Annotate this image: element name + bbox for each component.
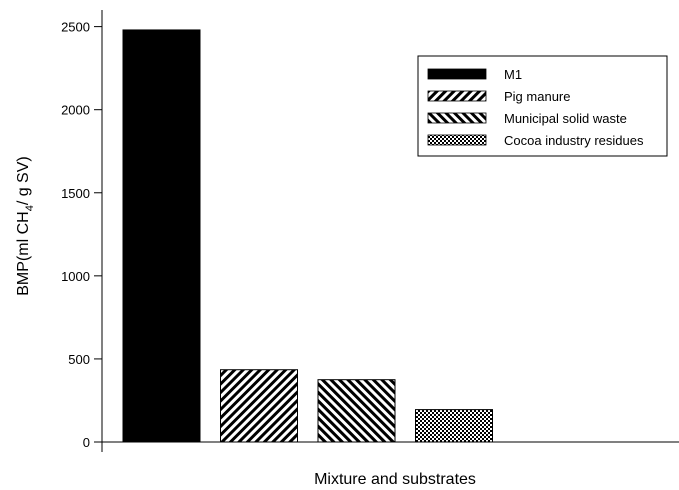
y-tick-label: 0 <box>83 435 90 450</box>
legend-swatch <box>427 90 487 102</box>
y-ticks: 0 500 1000 1500 2000 2500 <box>61 20 102 450</box>
bar-municipal-solid-waste <box>317 379 396 443</box>
legend-swatch <box>427 134 487 146</box>
legend-swatch <box>427 68 487 80</box>
y-tick-label: 1500 <box>61 186 90 201</box>
legend: M1 Pig manure Municipal solid waste Cocoa i… <box>417 55 668 157</box>
y-tick-label: 1000 <box>61 269 90 284</box>
legend-label: Pig manure <box>504 89 570 104</box>
y-axis-title-subscript: 4 <box>24 205 36 211</box>
y-tick-label: 500 <box>68 352 90 367</box>
legend-label: Cocoa industry residues <box>504 133 644 148</box>
bar-pig-manure <box>220 369 298 443</box>
x-axis-title: Mixture and substrates <box>314 471 476 488</box>
y-axis-title-tail: / g SV) <box>15 156 32 205</box>
legend-label: M1 <box>504 67 522 82</box>
bars <box>122 29 493 443</box>
y-axis-title: BMP(ml CH4/ g SV) <box>15 156 36 295</box>
legend-label: Municipal solid waste <box>504 111 627 126</box>
y-tick-label: 2000 <box>61 103 90 118</box>
bar-m1 <box>122 29 201 443</box>
y-tick-label: 2500 <box>61 20 90 35</box>
bar-cocoa-industry-residues <box>415 409 493 443</box>
legend-swatch <box>427 112 487 124</box>
